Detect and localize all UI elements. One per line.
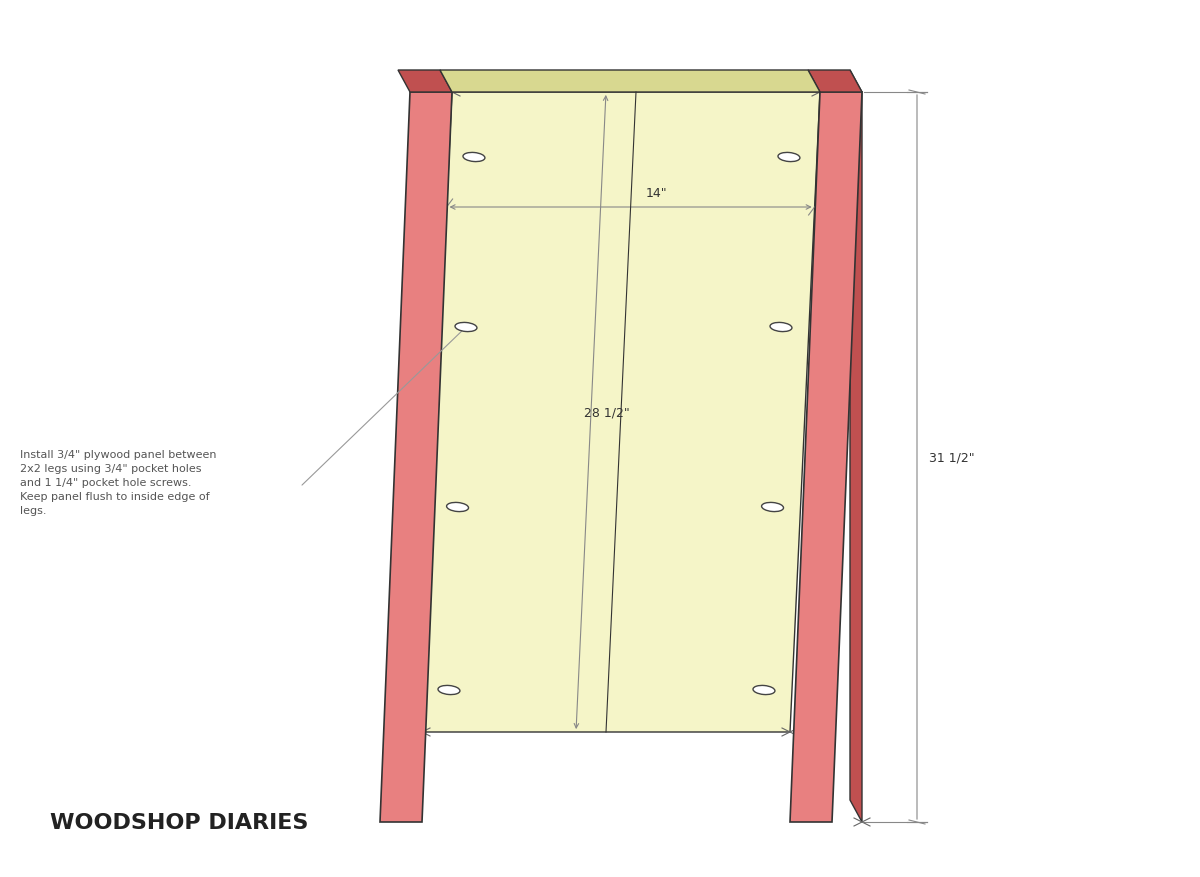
- Text: 31 1/2": 31 1/2": [929, 451, 974, 464]
- Ellipse shape: [463, 153, 485, 162]
- Text: 28 1/2": 28 1/2": [584, 406, 630, 419]
- Ellipse shape: [455, 323, 476, 332]
- Polygon shape: [808, 71, 862, 93]
- Ellipse shape: [438, 686, 460, 695]
- Polygon shape: [440, 71, 820, 93]
- Text: WOODSHOP DIARIES: WOODSHOP DIARIES: [50, 812, 308, 832]
- Polygon shape: [850, 71, 862, 822]
- Ellipse shape: [446, 503, 468, 512]
- Ellipse shape: [762, 503, 784, 512]
- Text: Install 3/4" plywood panel between
2x2 legs using 3/4" pocket holes
and 1 1/4" p: Install 3/4" plywood panel between 2x2 l…: [20, 450, 216, 516]
- Polygon shape: [790, 93, 862, 822]
- Text: 14": 14": [646, 187, 667, 200]
- Ellipse shape: [778, 153, 800, 162]
- Polygon shape: [422, 93, 820, 732]
- Ellipse shape: [754, 686, 775, 695]
- Ellipse shape: [770, 323, 792, 332]
- Polygon shape: [380, 93, 452, 822]
- Polygon shape: [398, 71, 452, 93]
